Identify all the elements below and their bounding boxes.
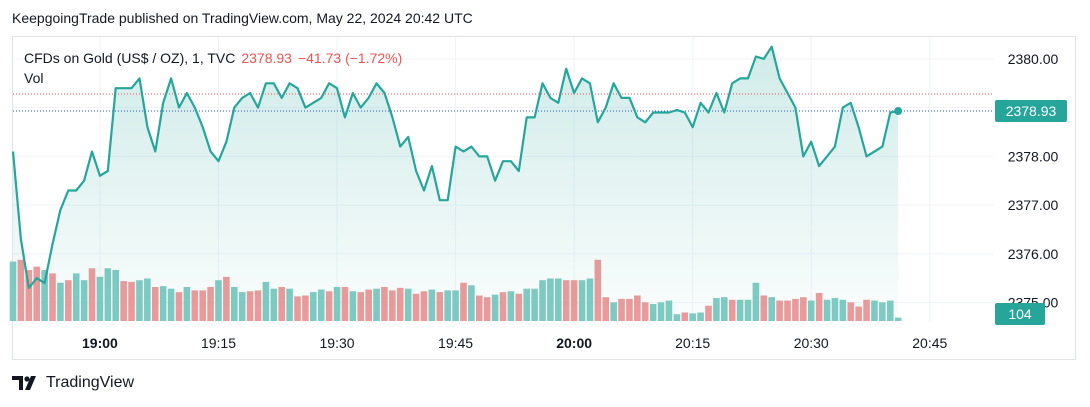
price-tick-label: 2377.00 xyxy=(1008,197,1059,213)
last-volume-value: 104 xyxy=(1008,306,1032,322)
time-tick-label: 20:45 xyxy=(912,335,947,351)
volume-label: Vol xyxy=(24,70,44,86)
symbol-name: CFDs on Gold (US$ / OZ), 1, TVC xyxy=(24,50,236,66)
time-tick-label: 19:30 xyxy=(320,335,355,351)
tradingview-brand: TradingView xyxy=(46,374,135,391)
legend-change: −41.73 (−1.72%) xyxy=(297,50,403,66)
time-tick-label: 20:30 xyxy=(794,335,829,351)
last-volume-label: 104 xyxy=(995,303,1045,325)
time-tick-label: 19:45 xyxy=(438,335,473,351)
time-tick-label: 19:00 xyxy=(82,335,118,351)
price-tick-label: 2380.00 xyxy=(1008,51,1059,67)
symbol-legend: CFDs on Gold (US$ / OZ), 1, TVC 2378.93 −4… xyxy=(24,48,402,68)
price-tick-label: 2378.00 xyxy=(1008,148,1059,164)
time-tick-label: 20:00 xyxy=(556,335,592,351)
last-price-dot xyxy=(894,107,903,116)
chart-panel xyxy=(12,36,1076,360)
price-tick-label: 2376.00 xyxy=(1008,246,1059,262)
time-tick-label: 20:15 xyxy=(675,335,710,351)
time-axis: 19:00 19:15 19:30 19:45 20:00 20:15 20:30 20:45 xyxy=(82,335,947,351)
tradingview-logo-icon xyxy=(12,376,36,390)
published-caption: KeepgoingTrade published on TradingView.… xyxy=(12,10,473,26)
price-area-fill xyxy=(13,46,899,322)
time-tick-label: 19:15 xyxy=(201,335,236,351)
tradingview-footer[interactable]: TradingView xyxy=(12,374,134,392)
legend-last-price: 2378.93 xyxy=(241,50,292,66)
price-axis: 2380.002379.002378.002377.002376.002375.… xyxy=(1008,51,1059,311)
last-price-value: 2378.93 xyxy=(1006,103,1057,119)
last-price-label: 2378.93 xyxy=(995,100,1067,123)
price-line xyxy=(11,45,899,289)
